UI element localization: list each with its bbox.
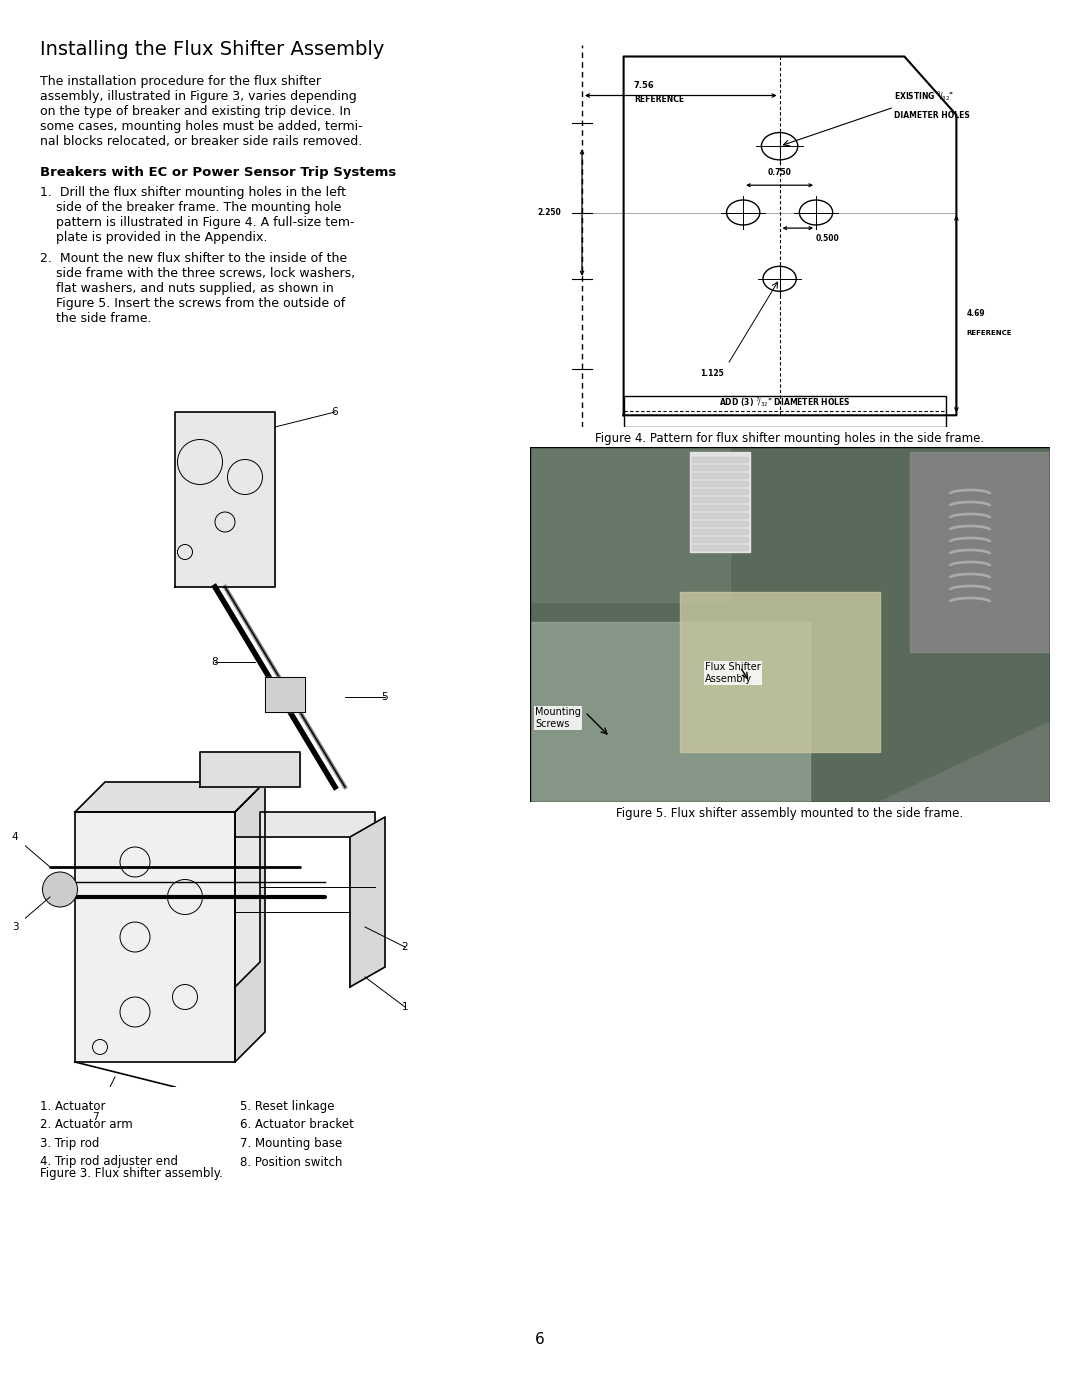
Text: Figure 4. Pattern for flux shifter mounting holes in the side frame.: Figure 4. Pattern for flux shifter mount… bbox=[595, 432, 985, 446]
Text: 2.  Mount the new flux shifter to the inside of the: 2. Mount the new flux shifter to the ins… bbox=[40, 251, 347, 265]
Text: 3: 3 bbox=[12, 922, 18, 932]
Text: EXISTING $^9\!/_{32}$": EXISTING $^9\!/_{32}$" bbox=[894, 89, 955, 103]
Text: side frame with the three screws, lock washers,: side frame with the three screws, lock w… bbox=[40, 267, 355, 279]
Bar bbox=[623, 395, 946, 427]
Text: 0.750: 0.750 bbox=[768, 169, 792, 177]
Text: 4.69: 4.69 bbox=[967, 309, 985, 319]
Text: pattern is illustrated in Figure 4. A full-size tem-: pattern is illustrated in Figure 4. A fu… bbox=[40, 217, 354, 229]
Polygon shape bbox=[350, 817, 384, 988]
Text: 0.500: 0.500 bbox=[816, 233, 840, 243]
Text: Figure 3. Flux shifter assembly.: Figure 3. Flux shifter assembly. bbox=[40, 1166, 222, 1180]
Text: ADD (3) $^7\!/_{32}$" DIAMETER HOLES: ADD (3) $^7\!/_{32}$" DIAMETER HOLES bbox=[719, 395, 851, 408]
Text: Flux Shifter
Assembly: Flux Shifter Assembly bbox=[705, 662, 760, 685]
Text: 7.56: 7.56 bbox=[634, 81, 654, 89]
Text: 4: 4 bbox=[12, 833, 18, 842]
Text: 1. Actuator
2. Actuator arm
3. Trip rod
4. Trip rod adjuster end: 1. Actuator 2. Actuator arm 3. Trip rod … bbox=[40, 1099, 178, 1168]
Bar bbox=[680, 592, 880, 752]
Text: 1.  Drill the flux shifter mounting holes in the left: 1. Drill the flux shifter mounting holes… bbox=[40, 186, 346, 198]
Polygon shape bbox=[235, 812, 375, 988]
Polygon shape bbox=[75, 812, 235, 1062]
Text: Installing the Flux Shifter Assembly: Installing the Flux Shifter Assembly bbox=[40, 41, 384, 59]
Text: Figure 5. Insert the screws from the outside of: Figure 5. Insert the screws from the out… bbox=[40, 298, 346, 310]
Bar bbox=[692, 465, 748, 469]
Text: 6: 6 bbox=[332, 407, 338, 416]
Bar bbox=[692, 481, 748, 486]
Text: The installation procedure for the flux shifter: The installation procedure for the flux … bbox=[40, 75, 321, 88]
Bar bbox=[692, 545, 748, 550]
Text: plate is provided in the Appendix.: plate is provided in the Appendix. bbox=[40, 231, 268, 244]
Text: Mounting
Screws: Mounting Screws bbox=[535, 707, 581, 729]
Bar bbox=[692, 457, 748, 462]
Bar bbox=[692, 489, 748, 495]
Text: 8: 8 bbox=[212, 657, 218, 666]
Polygon shape bbox=[175, 412, 275, 587]
Bar bbox=[690, 453, 750, 552]
Text: REFERENCE: REFERENCE bbox=[967, 331, 1012, 337]
Text: Breakers with EC or Power Sensor Trip Systems: Breakers with EC or Power Sensor Trip Sy… bbox=[40, 166, 396, 179]
Polygon shape bbox=[265, 678, 305, 712]
Bar bbox=[692, 529, 748, 534]
Text: Figure 5. Flux shifter assembly mounted to the side frame.: Figure 5. Flux shifter assembly mounted … bbox=[617, 807, 963, 820]
Bar bbox=[692, 504, 748, 510]
Bar bbox=[692, 474, 748, 478]
Text: REFERENCE: REFERENCE bbox=[634, 95, 684, 105]
Text: 6: 6 bbox=[535, 1331, 545, 1347]
Bar bbox=[530, 447, 730, 602]
Text: 2.250: 2.250 bbox=[538, 208, 562, 217]
Bar bbox=[692, 536, 748, 542]
Polygon shape bbox=[200, 752, 300, 787]
Text: 1: 1 bbox=[402, 1002, 408, 1011]
Text: 1.125: 1.125 bbox=[700, 369, 724, 377]
Text: on the type of breaker and existing trip device. In: on the type of breaker and existing trip… bbox=[40, 105, 351, 117]
Text: 2: 2 bbox=[402, 942, 408, 951]
Bar bbox=[692, 521, 748, 527]
Circle shape bbox=[42, 872, 78, 907]
Text: assembly, illustrated in Figure 3, varies depending: assembly, illustrated in Figure 3, varie… bbox=[40, 89, 356, 103]
Polygon shape bbox=[75, 782, 265, 812]
Text: nal blocks relocated, or breaker side rails removed.: nal blocks relocated, or breaker side ra… bbox=[40, 136, 362, 148]
Text: some cases, mounting holes must be added, termi-: some cases, mounting holes must be added… bbox=[40, 120, 363, 133]
Text: 7: 7 bbox=[92, 1112, 98, 1122]
Polygon shape bbox=[880, 722, 1050, 802]
Text: 5: 5 bbox=[381, 692, 389, 703]
Polygon shape bbox=[235, 782, 265, 1062]
Text: 5. Reset linkage
6. Actuator bracket
7. Mounting base
8. Position switch: 5. Reset linkage 6. Actuator bracket 7. … bbox=[240, 1099, 354, 1168]
Bar bbox=[910, 453, 1050, 652]
Text: DIAMETER HOLES: DIAMETER HOLES bbox=[894, 112, 970, 120]
Bar bbox=[692, 513, 748, 518]
Bar bbox=[692, 497, 748, 502]
Text: flat washers, and nuts supplied, as shown in: flat washers, and nuts supplied, as show… bbox=[40, 282, 334, 295]
Text: the side frame.: the side frame. bbox=[40, 312, 151, 326]
Bar bbox=[530, 622, 810, 802]
Text: side of the breaker frame. The mounting hole: side of the breaker frame. The mounting … bbox=[40, 201, 341, 214]
